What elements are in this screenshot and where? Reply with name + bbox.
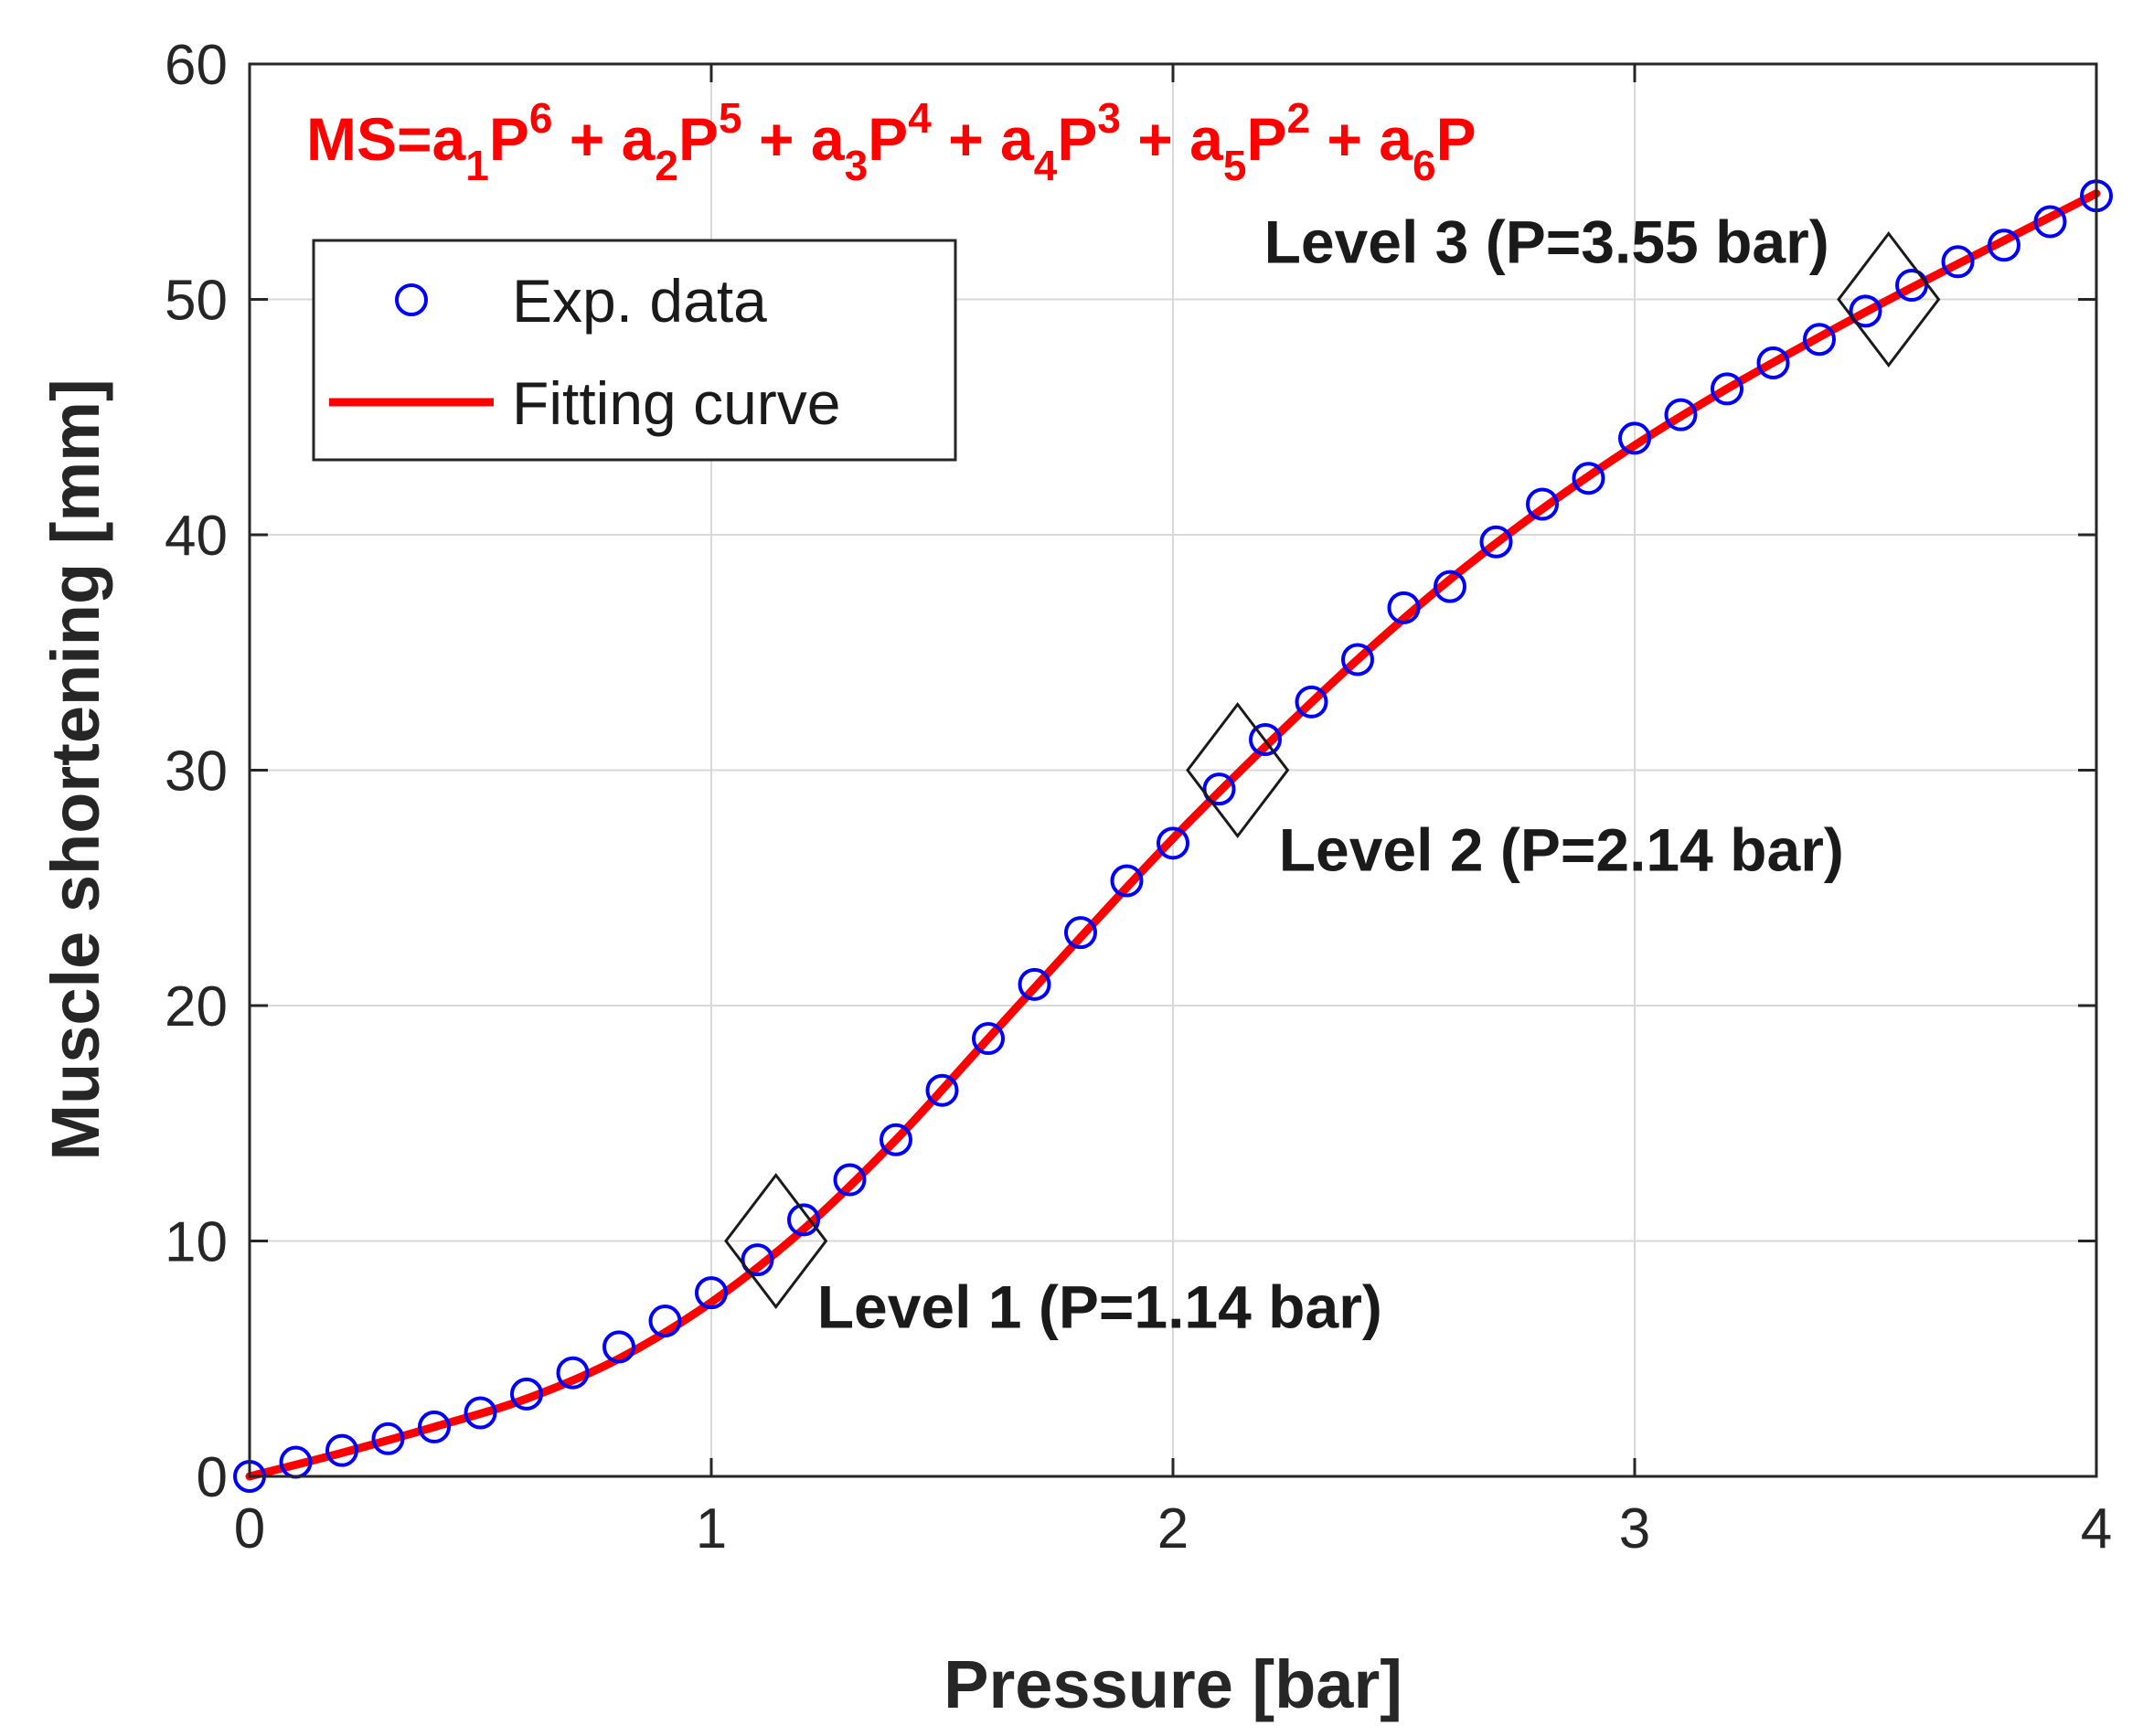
exp-data-point (695, 1276, 728, 1310)
exp-data-point (1157, 826, 1189, 860)
formula-part: MS=a (306, 105, 467, 173)
formula-part: 6 (1413, 142, 1436, 189)
exp-data-point (1387, 591, 1421, 624)
formula-part: 2 (1287, 94, 1311, 142)
exp-data-point (1803, 323, 1836, 357)
fit-formula: MS=a1P6 + a2P5 + a3P4 + a4P3 + a5P2 + a6… (306, 94, 1477, 189)
formula-part: 6 (529, 94, 553, 142)
level-label: Level 2 (P=2.14 bar) (1279, 816, 1844, 884)
exp-data-point (1664, 398, 1698, 431)
formula-part: P (678, 105, 719, 173)
y-tick-label: 10 (165, 1211, 228, 1274)
legend-marker-exp-data (395, 283, 428, 316)
formula-part: P (1057, 105, 1097, 173)
exp-data-point (1434, 570, 1466, 603)
formula-part: 5 (719, 94, 742, 142)
exp-data-point (1526, 487, 1559, 521)
formula-part: P (868, 105, 908, 173)
exp-data-point (1018, 967, 1051, 1001)
y-tick-label: 0 (197, 1446, 228, 1509)
legend: Exp. data Fitting curve (312, 239, 957, 462)
exp-data-markers (233, 179, 2113, 1493)
exp-data-point (1941, 245, 1975, 279)
exp-data-point (371, 1422, 405, 1455)
x-tick-label: 2 (1157, 1497, 1189, 1560)
level-marker-diamond (1837, 231, 1941, 367)
formula-part: + a (742, 105, 846, 173)
legend-label-fitting-curve: Fitting curve (512, 369, 840, 437)
y-axis-label: Muscle shortening [mm] (37, 378, 113, 1160)
exp-data-point (741, 1243, 774, 1277)
exp-data-point (1572, 462, 1605, 495)
exp-data-point (1756, 346, 1790, 380)
formula-part: 3 (845, 142, 869, 189)
exp-data-point (602, 1330, 635, 1364)
exp-data-point (1711, 372, 1743, 406)
exp-data-point (1110, 864, 1144, 898)
exp-data-point (2033, 205, 2067, 239)
formula-part: 4 (1034, 142, 1058, 189)
exp-data-point (556, 1356, 590, 1390)
y-tick-label: 40 (165, 505, 228, 568)
y-tick-label: 60 (165, 34, 228, 97)
exp-data-point (1295, 685, 1328, 719)
exp-data-point (1249, 723, 1282, 757)
level-marker-diamond (724, 1173, 828, 1309)
formula-part: + a (1310, 105, 1413, 173)
exp-data-point (464, 1396, 497, 1430)
level-marker-diamond (1186, 702, 1290, 838)
fitting-curve-layer (245, 189, 2101, 1481)
exp-data-point (1341, 643, 1374, 676)
formula-part: + a (552, 105, 656, 173)
level-annotations: Level 1 (P=1.14 bar) Level 2 (P=2.14 bar)… (724, 208, 1941, 1341)
formula-part: 3 (1097, 94, 1121, 142)
legend-label-exp-data: Exp. data (512, 267, 767, 335)
x-tick-label: 3 (1619, 1497, 1650, 1560)
exp-data-point (418, 1410, 451, 1443)
formula-part: P (1246, 105, 1286, 173)
exp-data-point (880, 1123, 912, 1156)
plot-frame (248, 62, 2098, 1478)
x-tick-label: 0 (234, 1497, 265, 1560)
formula-part: P (489, 105, 529, 173)
exp-data-point (648, 1305, 682, 1338)
x-tick-label: 4 (2081, 1497, 2112, 1560)
level-label: Level 3 (P=3.55 bar) (1264, 208, 1829, 276)
exp-data-point (325, 1433, 358, 1467)
exp-data-point (510, 1377, 543, 1411)
exp-data-point (1988, 229, 2020, 262)
legend-box (312, 239, 957, 462)
formula-part: 4 (908, 94, 932, 142)
y-tick-label: 50 (165, 270, 228, 333)
level-label: Level 1 (P=1.14 bar) (817, 1273, 1382, 1341)
formula-part: + a (932, 105, 1035, 173)
y-tick-label: 30 (165, 740, 228, 804)
y-tick-label: 20 (165, 975, 228, 1038)
exp-data-point (1202, 772, 1236, 806)
x-tick-label: 1 (696, 1497, 727, 1560)
x-axis-label: Pressure [bar] (944, 1646, 1402, 1722)
formula-part: + a (1121, 105, 1224, 173)
formula-part: 1 (465, 142, 489, 189)
exp-data-point (925, 1073, 959, 1107)
exp-data-point (1849, 294, 1882, 328)
formula-part: 5 (1223, 142, 1247, 189)
exp-data-point (833, 1163, 867, 1197)
formula-part: P (1436, 105, 1477, 173)
formula-part: 2 (655, 142, 678, 189)
fitting-curve-line (245, 189, 2101, 1481)
exp-data-point (1064, 916, 1097, 950)
exp-data-point (787, 1203, 820, 1237)
exp-data-point (1479, 525, 1513, 559)
exp-data-point (1618, 421, 1651, 455)
exp-data-point (972, 1022, 1005, 1056)
